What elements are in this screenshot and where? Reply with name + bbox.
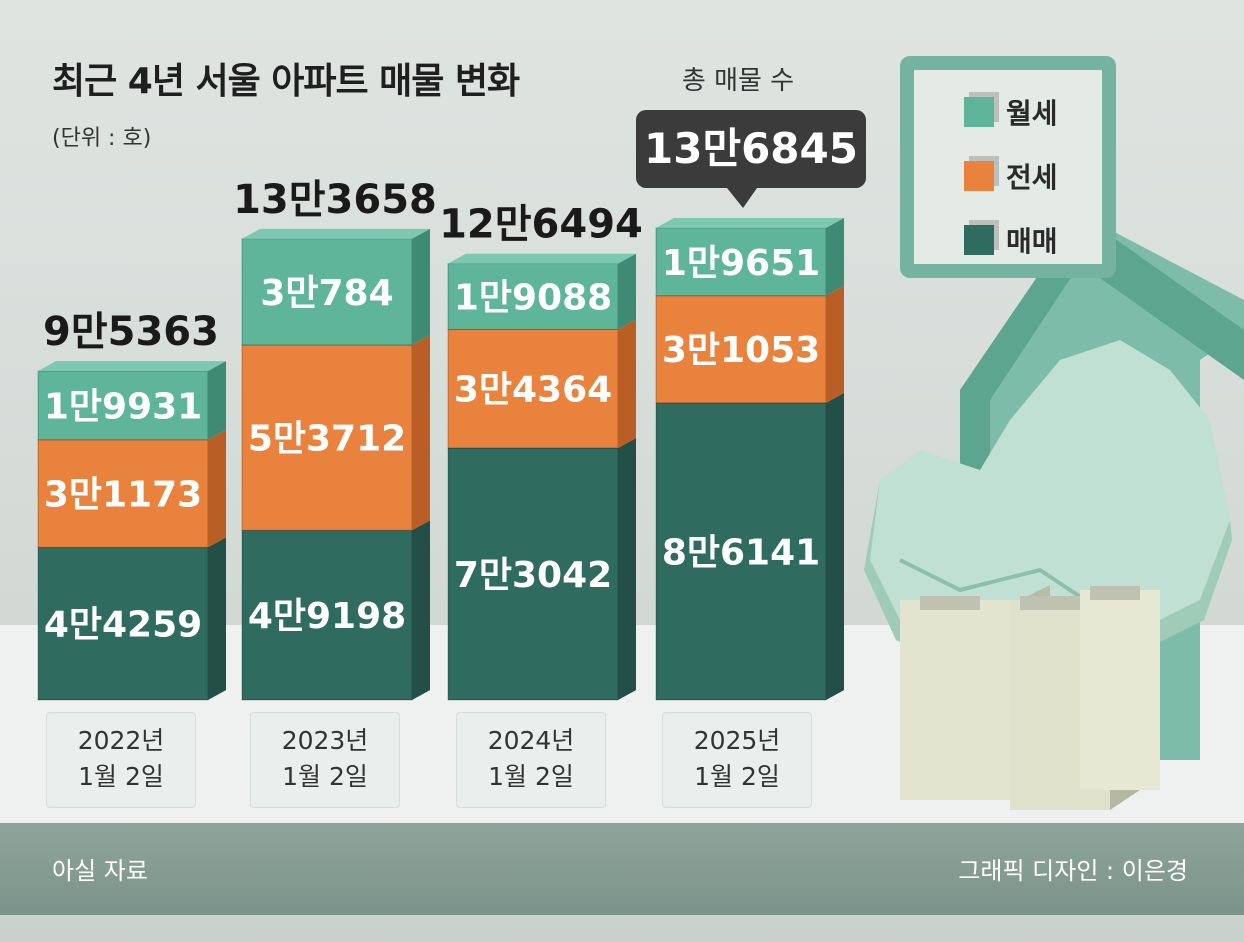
data-label-maemae: 7만3042 (454, 555, 612, 596)
bar-top-wolse (656, 217, 844, 228)
data-label-jeonse: 3만1173 (44, 475, 202, 516)
bar-side-maemae (826, 392, 844, 700)
data-label-wolse: 1만9651 (662, 243, 820, 284)
bar-top-wolse (448, 253, 636, 264)
date-day: 1월 2일 (282, 762, 368, 791)
bar-segment-wolse (447, 263, 619, 330)
date-day: 1월 2일 (78, 762, 164, 791)
total-label: 13만6845 (644, 124, 858, 173)
data-label-jeonse: 3만4364 (454, 370, 612, 411)
bar-side-jeonse (618, 319, 636, 449)
legend-swatch-wolse (964, 97, 994, 127)
legend-label-jeonse: 전세 (1006, 161, 1058, 194)
bar-side-jeonse (412, 335, 430, 531)
bar-side-maemae (412, 520, 430, 700)
bar-side-wolse (618, 253, 636, 330)
legend: 월세 전세 매매 (900, 56, 1116, 278)
date-label-2025: 2025년 1월 2일 (662, 712, 812, 808)
legend-item-wolse: 월세 (964, 92, 1058, 132)
date-day: 1월 2일 (694, 762, 780, 791)
data-label-wolse: 3만784 (260, 273, 393, 314)
date-day: 1월 2일 (488, 762, 574, 791)
footer-bar: 아실 자료 그래픽 디자인 : 이은경 (0, 823, 1244, 915)
bar-side-jeonse (208, 429, 226, 548)
total-bubble-pointer (727, 187, 757, 208)
legend-item-jeonse: 전세 (964, 156, 1058, 196)
bar-side-wolse (826, 217, 844, 296)
date-label-2023: 2023년 1월 2일 (250, 712, 400, 808)
data-label-maemae: 4만4259 (44, 605, 202, 646)
apartment-buildings (900, 585, 1160, 810)
unit-label: (단위 : 호) (52, 126, 152, 151)
legend-swatch-jeonse (964, 161, 994, 191)
date-year: 2022년 (77, 726, 165, 755)
legend-label-wolse: 월세 (1006, 97, 1058, 130)
bar-side-jeonse (826, 285, 844, 403)
total-bubble (636, 109, 866, 188)
bar-side-maemae (618, 438, 636, 700)
chart-title: 최근 4년 서울 아파트 매물 변화 (52, 61, 520, 102)
total-label: 9만5363 (43, 309, 219, 355)
legend-swatch-maemae (964, 225, 994, 255)
total-label: 13만3658 (233, 177, 437, 223)
bar-segment-maemae (447, 447, 619, 701)
data-label-maemae: 8만6141 (662, 532, 820, 573)
date-label-2024: 2024년 1월 2일 (456, 712, 606, 808)
bar-top-wolse (242, 228, 430, 239)
credit-label: 그래픽 디자인 : 이은경 (958, 857, 1188, 885)
bar-segment-maemae (655, 402, 827, 701)
date-year: 2025년 (693, 726, 781, 755)
total-label: 12만6494 (439, 202, 643, 248)
date-year: 2024년 (487, 726, 575, 755)
data-label-wolse: 1만9088 (454, 278, 612, 319)
bar-segment-jeonse (447, 328, 619, 449)
data-label-jeonse: 3만1053 (662, 330, 820, 371)
legend-item-maemae: 매매 (964, 220, 1058, 260)
total-caption: 총 매물 수 (681, 66, 795, 96)
date-year: 2023년 (281, 726, 369, 755)
data-label-wolse: 1만9931 (44, 386, 202, 427)
bar-top-wolse (38, 361, 226, 371)
legend-label-maemae: 매매 (1006, 225, 1058, 258)
bar-segment-maemae (37, 546, 209, 701)
bar-segment-wolse (241, 238, 413, 346)
bar-segment-jeonse (37, 439, 209, 548)
bar-segment-jeonse (241, 344, 413, 531)
bar-side-maemae (208, 537, 226, 700)
bar-segment-maemae (241, 529, 413, 701)
data-label-maemae: 4만9198 (248, 596, 406, 637)
source-label: 아실 자료 (52, 857, 148, 885)
bar-side-wolse (412, 228, 430, 345)
bar-segment-wolse (37, 370, 209, 441)
date-label-2022: 2022년 1월 2일 (46, 712, 196, 808)
bar-side-wolse (208, 361, 226, 440)
data-label-jeonse: 5만3712 (248, 419, 406, 460)
